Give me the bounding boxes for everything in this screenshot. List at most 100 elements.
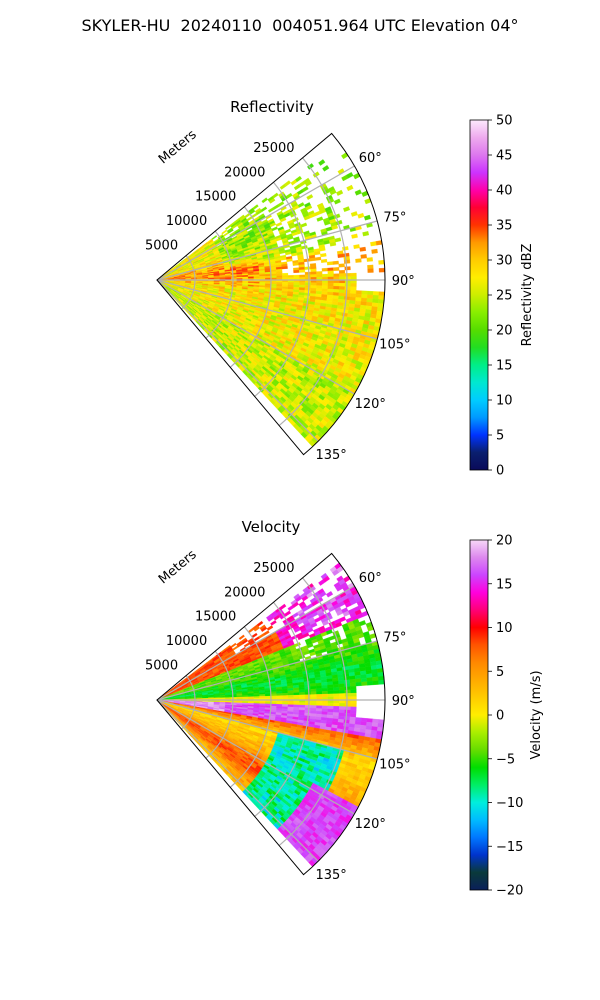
field-cell xyxy=(361,290,368,295)
field-cell xyxy=(299,694,306,698)
field-cell xyxy=(354,189,362,196)
field-cell xyxy=(316,274,323,278)
field-cell xyxy=(321,705,329,710)
field-cell xyxy=(322,693,329,698)
field-cell xyxy=(304,285,311,289)
field-cell xyxy=(333,687,340,691)
field-cell xyxy=(346,184,354,192)
field-cell xyxy=(297,202,305,208)
field-cell xyxy=(333,706,340,710)
field-cell xyxy=(349,713,357,718)
field-cell xyxy=(298,269,306,273)
field-cell xyxy=(287,282,294,285)
field-cell xyxy=(321,288,328,293)
field-cell xyxy=(333,693,340,698)
field-cell xyxy=(316,702,323,706)
field-cell xyxy=(327,285,334,290)
field-cell xyxy=(284,180,291,187)
field-cell xyxy=(272,192,279,199)
field-cell xyxy=(253,696,260,699)
colorbar-tick-label: 15 xyxy=(496,359,513,374)
field-cell xyxy=(295,175,302,183)
field-cell xyxy=(312,171,320,178)
field-cell xyxy=(282,275,289,278)
field-cell xyxy=(372,298,379,304)
field-cell xyxy=(339,616,347,623)
field-cell xyxy=(270,620,277,626)
field-cell xyxy=(293,694,300,698)
field-cell xyxy=(350,211,358,217)
field-cell xyxy=(299,704,306,708)
field-cell xyxy=(363,214,371,221)
field-cell xyxy=(293,702,300,706)
field-cell xyxy=(322,702,329,707)
field-cell xyxy=(320,253,327,258)
field-cell xyxy=(282,692,289,696)
azimuth-tick-label: 75° xyxy=(383,210,406,225)
field-cell xyxy=(260,206,268,212)
field-cell xyxy=(316,691,323,695)
field-cell xyxy=(287,695,294,698)
field-cell xyxy=(327,702,334,707)
field-cell xyxy=(343,679,351,684)
field-cell xyxy=(371,248,378,254)
colorbar-tick-label: 45 xyxy=(496,149,513,164)
azimuth-tick-label: 90° xyxy=(392,274,415,289)
field-cell xyxy=(344,693,351,697)
field-cell xyxy=(333,289,340,293)
field-cell xyxy=(304,180,312,187)
colorbar-tick-label: 50 xyxy=(496,114,513,129)
field-cell xyxy=(264,693,272,697)
field-cell xyxy=(304,274,312,278)
field-cell xyxy=(314,256,322,261)
field-cell xyxy=(333,690,340,694)
field-cell xyxy=(327,270,334,275)
field-cell xyxy=(316,688,323,692)
field-cell xyxy=(299,282,306,286)
field-cell xyxy=(338,269,346,274)
field-cell xyxy=(366,677,373,682)
field-cell xyxy=(304,271,311,275)
field-cell xyxy=(310,691,317,695)
field-cell xyxy=(378,291,385,297)
range-tick-label: 5000 xyxy=(145,239,178,254)
field-cell xyxy=(349,682,357,687)
field-cell xyxy=(301,245,308,250)
field-cell xyxy=(350,689,357,694)
field-cell xyxy=(307,163,314,170)
field-cell xyxy=(304,705,311,709)
field-cell xyxy=(344,709,351,714)
field-cell xyxy=(367,268,374,273)
field-cell xyxy=(293,269,300,273)
field-cell xyxy=(343,259,351,264)
field-cell xyxy=(360,677,368,683)
field-cell xyxy=(366,673,373,679)
field-cell xyxy=(333,267,340,271)
field-cell xyxy=(344,689,351,694)
field-cell xyxy=(339,703,346,707)
field-cell xyxy=(344,682,351,688)
field-cell xyxy=(359,620,367,627)
field-cell xyxy=(284,228,292,234)
field-cell xyxy=(370,241,377,247)
field-cell xyxy=(211,235,218,241)
field-cell xyxy=(266,625,274,631)
field-cell xyxy=(333,286,340,290)
field-cell xyxy=(377,672,384,677)
field-cell xyxy=(242,276,249,279)
field-cell xyxy=(337,253,344,258)
field-cell xyxy=(343,206,351,212)
field-cell xyxy=(321,684,328,689)
reflectivity-colorbar xyxy=(469,119,489,471)
field-cell xyxy=(271,226,278,232)
field-cell xyxy=(304,691,311,695)
field-cell xyxy=(361,681,368,686)
reflectivity-colorbar-label: Reflectivity dBZ xyxy=(520,244,535,347)
field-cell xyxy=(338,686,346,691)
field-cell xyxy=(287,692,294,696)
field-cell xyxy=(327,267,334,272)
field-cell xyxy=(327,684,334,689)
field-cell xyxy=(316,285,323,289)
field-cell xyxy=(332,683,340,688)
field-cell xyxy=(277,201,285,207)
